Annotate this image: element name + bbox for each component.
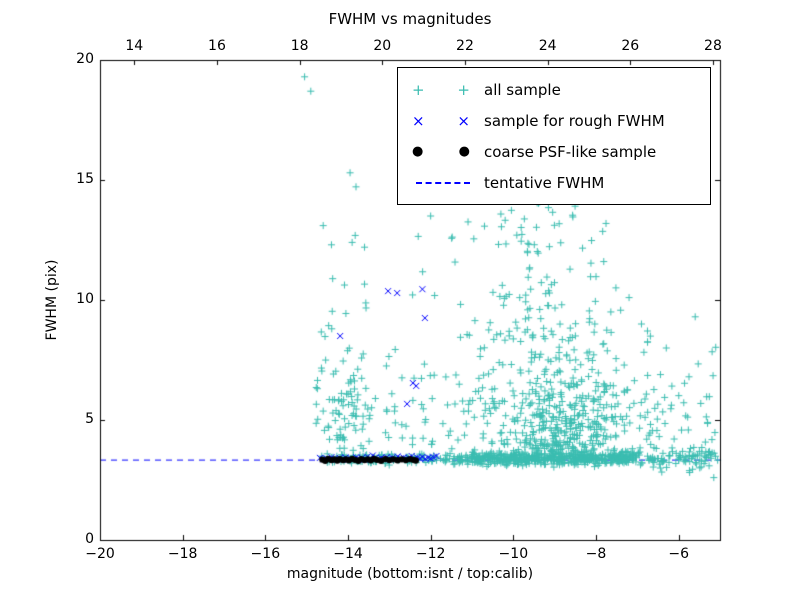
- dot-marker-glyph: ●: [412, 144, 424, 159]
- x-tick-label: −6: [668, 546, 689, 562]
- dashed-line-icon: [408, 181, 470, 184]
- x-tick-label: −16: [250, 546, 281, 562]
- legend: + + all sample × × sample for rough FWHM ●…: [397, 67, 711, 205]
- top-tick-label: 26: [621, 38, 640, 54]
- x-tick-label: −14: [333, 546, 363, 562]
- legend-entry-psf-sample: ● ● coarse PSF-like sample: [408, 137, 700, 166]
- x-tick-label: −20: [85, 546, 115, 562]
- legend-entry-tentative-fwhm: tentative FWHM: [408, 168, 700, 197]
- x-tick-label: −18: [167, 546, 198, 562]
- top-tick-label: 22: [456, 38, 474, 54]
- top-tick-label: 16: [208, 38, 226, 54]
- top-tick-label: 18: [290, 38, 309, 54]
- top-tick-label: 28: [704, 38, 722, 54]
- legend-label: coarse PSF-like sample: [484, 142, 657, 161]
- x-marker-glyph: ×: [457, 111, 470, 130]
- dot-marker-icon: ● ●: [408, 144, 470, 159]
- legend-entry-all-sample: + + all sample: [408, 75, 700, 104]
- plus-marker-glyph: +: [457, 80, 470, 99]
- legend-label: tentative FWHM: [484, 173, 605, 192]
- top-tick-label: 24: [538, 38, 557, 54]
- x-tick-label: −8: [585, 546, 607, 562]
- x-marker-icon: × ×: [408, 112, 470, 130]
- top-tick-label: 20: [373, 38, 392, 54]
- legend-label: all sample: [484, 80, 561, 99]
- top-tick-label: 14: [125, 38, 144, 54]
- legend-entry-rough-fwhm: × × sample for rough FWHM: [408, 106, 700, 135]
- y-tick-label: 20: [76, 51, 94, 67]
- y-tick-label: 10: [76, 291, 94, 307]
- legend-label: sample for rough FWHM: [484, 111, 665, 130]
- plus-marker-icon: + +: [408, 81, 470, 99]
- x-axis-label: magnitude (bottom:isnt / top:calib): [286, 566, 534, 582]
- y-tick-label: 5: [85, 411, 94, 427]
- y-tick-label: 15: [76, 171, 94, 187]
- y-tick-label: 0: [85, 531, 94, 547]
- chart-title: FWHM vs magnitudes: [328, 10, 492, 28]
- x-tick-label: −12: [415, 546, 446, 562]
- dashed-line-sample: [416, 181, 470, 184]
- x-tick-label: −10: [498, 546, 529, 562]
- x-marker-glyph: ×: [412, 111, 425, 130]
- plus-marker-glyph: +: [412, 80, 425, 99]
- dot-marker-glyph: ●: [458, 144, 470, 159]
